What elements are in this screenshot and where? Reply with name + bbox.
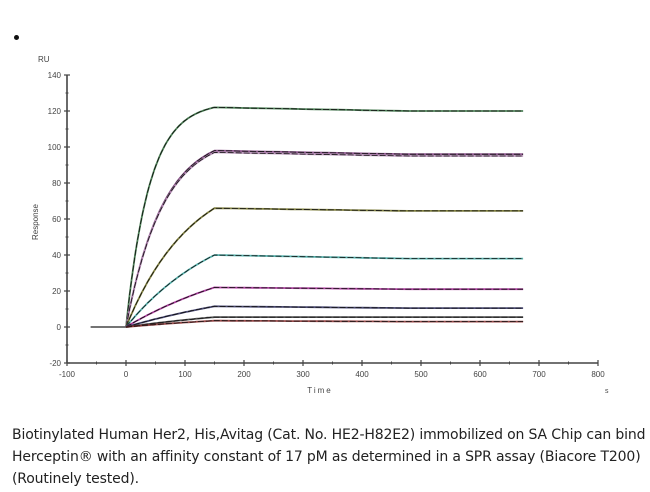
y-tick-label: 140 bbox=[48, 71, 62, 80]
x-tick-label: 700 bbox=[532, 370, 546, 379]
x-tick-label: 300 bbox=[296, 370, 310, 379]
x-tick-label: 500 bbox=[414, 370, 428, 379]
x-tick-label: -100 bbox=[59, 370, 76, 379]
x-tick-label: 200 bbox=[237, 370, 251, 379]
y-tick-label: 80 bbox=[52, 179, 61, 188]
x-tick-label: 400 bbox=[355, 370, 369, 379]
fit-trace-curve-2 bbox=[125, 150, 524, 328]
fit-trace-curve-7 bbox=[125, 316, 524, 328]
caption-line-1: Biotinylated Human Her2, His,Avitag (Cat… bbox=[12, 427, 646, 443]
fit-trace-curve-8 bbox=[125, 320, 524, 328]
x-axis-unit: s bbox=[605, 388, 609, 395]
fit-trace-curve-5 bbox=[125, 286, 524, 328]
bullet-dot bbox=[14, 35, 19, 40]
y-tick-label: -20 bbox=[49, 359, 61, 368]
figure-caption: Biotinylated Human Her2, His,Avitag (Cat… bbox=[12, 424, 646, 490]
fit-trace-curve-3 bbox=[125, 207, 524, 328]
fit-trace-curve-1 bbox=[125, 106, 524, 328]
data-trace-curve-3 bbox=[125, 207, 524, 328]
fit-trace-curve-6 bbox=[125, 305, 524, 328]
data-trace-curve-1 bbox=[125, 106, 524, 328]
y-tick-label: 40 bbox=[52, 251, 61, 260]
axes: -20 0 20 40 60 80 100 120 140 -100 0 100 200 300 400 50… bbox=[48, 71, 606, 379]
y-axis-unit: RU bbox=[38, 55, 50, 64]
y-axis-label: Response bbox=[31, 203, 40, 240]
traces bbox=[90, 106, 524, 328]
y-tick-label: 60 bbox=[52, 215, 61, 224]
x-tick-label: 600 bbox=[473, 370, 487, 379]
data-trace-curve-2b bbox=[125, 151, 524, 328]
caption-line-3: (Routinely tested). bbox=[12, 471, 139, 487]
y-tick-label: 120 bbox=[48, 107, 62, 116]
fit-trace-curve-2b bbox=[125, 151, 524, 328]
spr-sensorgram-chart: -20 0 20 40 60 80 100 120 140 -100 0 100 200 300 400 50… bbox=[31, 55, 609, 395]
y-tick-label: 100 bbox=[48, 143, 62, 152]
x-tick-label: 0 bbox=[124, 370, 129, 379]
x-tick-label: 800 bbox=[591, 370, 605, 379]
x-tick-label: 100 bbox=[178, 370, 192, 379]
data-trace-curve-2 bbox=[125, 149, 524, 328]
x-axis-label: Time bbox=[307, 386, 332, 395]
fit-trace-curve-4 bbox=[125, 254, 524, 328]
y-tick-label: 20 bbox=[52, 287, 61, 296]
y-tick-label: 0 bbox=[57, 323, 62, 332]
caption-line-2: Herceptin® with an affinity constant of … bbox=[12, 449, 641, 465]
